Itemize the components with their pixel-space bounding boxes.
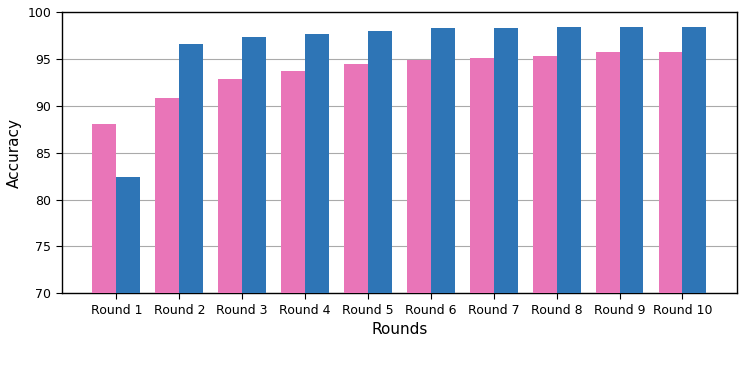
Bar	[218, 79, 243, 293]
Bar	[596, 52, 620, 293]
Bar	[494, 28, 518, 293]
Bar	[368, 31, 392, 293]
Bar	[305, 35, 329, 293]
Bar	[155, 98, 179, 293]
Bar	[682, 27, 706, 293]
Bar	[179, 44, 203, 293]
X-axis label: Rounds: Rounds	[371, 322, 428, 337]
Bar	[557, 27, 580, 293]
Bar	[533, 56, 557, 293]
Bar	[658, 52, 682, 293]
Bar	[431, 28, 455, 293]
Bar	[92, 124, 116, 293]
Bar	[344, 64, 368, 293]
Bar	[470, 58, 494, 293]
Bar	[620, 27, 644, 293]
Bar	[407, 60, 431, 293]
Bar	[281, 71, 305, 293]
Y-axis label: Accuracy: Accuracy	[7, 118, 22, 188]
Bar	[243, 37, 266, 293]
Bar	[116, 177, 141, 293]
